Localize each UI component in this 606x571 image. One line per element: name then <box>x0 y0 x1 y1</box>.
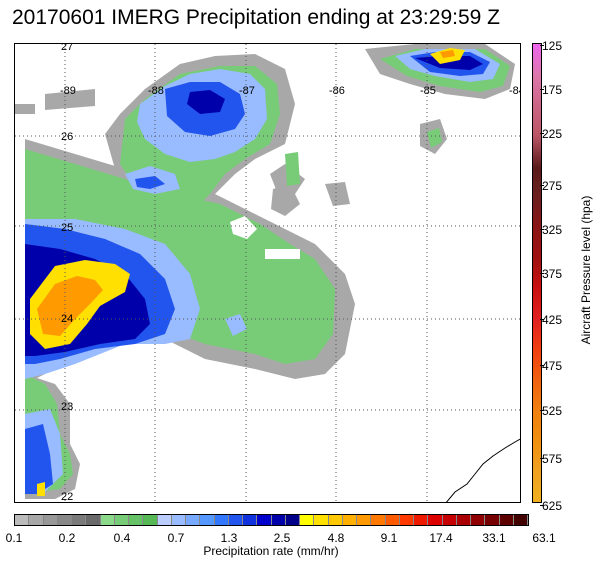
precip-tick: 9.1 <box>380 531 398 545</box>
precip-color-swatch <box>72 515 87 525</box>
precip-color-swatch <box>57 515 72 525</box>
precip-color-swatch <box>15 515 30 525</box>
precip-color-swatch <box>285 515 300 525</box>
precip-color-swatch <box>100 515 115 525</box>
precip-color-swatch <box>357 515 372 525</box>
precip-tick: 0.7 <box>167 531 185 545</box>
precip-color-swatch <box>314 515 329 525</box>
precip-color-swatch <box>414 515 429 525</box>
precip-color-swatch <box>499 515 514 525</box>
precip-color-swatch <box>200 515 215 525</box>
lon-label: -87 <box>239 85 255 97</box>
lat-label: 25 <box>61 222 73 234</box>
longitude-labels: -89 -88 -87 -86 -85 -84 <box>60 85 521 97</box>
precip-color-swatch <box>328 515 343 525</box>
precip-color-swatch <box>385 515 400 525</box>
precip-color-swatch <box>442 515 457 525</box>
precip-color-swatch <box>114 515 129 525</box>
precip-tick: 1.3 <box>220 531 238 545</box>
precip-color-swatch <box>485 515 500 525</box>
precipitation-map: -89 -88 -87 -86 -85 -84 27 26 25 24 23 2… <box>14 43 521 503</box>
precip-color-swatch <box>186 515 201 525</box>
pressure-tick: 275 <box>539 179 563 193</box>
precip-color-swatch <box>86 515 101 525</box>
precip-gaps <box>230 216 300 259</box>
precip-color-swatch <box>300 515 315 525</box>
map-canvas: -89 -88 -87 -86 -85 -84 27 26 25 24 23 2… <box>15 44 521 503</box>
pressure-tick: 325 <box>539 223 563 237</box>
precip-color-swatch <box>171 515 186 525</box>
precip-color-swatch <box>29 515 44 525</box>
lon-label: -88 <box>148 85 164 97</box>
pressure-tick: 575 <box>539 452 563 466</box>
pressure-tick: 375 <box>539 267 563 281</box>
map-title: 20170601 IMERG Precipitation ending at 2… <box>12 6 500 29</box>
precip-color-swatch <box>456 515 471 525</box>
lon-label: -85 <box>420 85 436 97</box>
latitude-labels: 27 26 25 24 23 22 <box>61 44 73 503</box>
lat-label: 23 <box>61 401 73 413</box>
precip-color-swatch <box>271 515 286 525</box>
precip-tick: 0.2 <box>58 531 76 545</box>
precip-color-swatch <box>228 515 243 525</box>
pressure-tick: 225 <box>539 127 563 141</box>
precip-color-swatch <box>428 515 443 525</box>
lat-label: 27 <box>61 44 73 53</box>
precip-color-swatch <box>342 515 357 525</box>
lat-label: 22 <box>61 491 73 503</box>
lon-label: -86 <box>329 85 345 97</box>
precip-color-swatch <box>143 515 158 525</box>
pressure-tick: 525 <box>539 404 563 418</box>
precip-color-swatch <box>257 515 272 525</box>
precip-orange <box>37 50 455 336</box>
precipitation-axis-title: Precipitation rate (mm/hr) <box>203 544 339 558</box>
coastline <box>446 438 520 502</box>
pressure-axis-title: Aircraft Pressure level (hpa) <box>579 195 593 345</box>
precip-color-swatch <box>129 515 144 525</box>
precip-color-swatch <box>243 515 258 525</box>
precip-color-swatch <box>513 515 528 525</box>
lat-label: 24 <box>61 313 73 325</box>
pressure-tick: 125 <box>539 39 563 53</box>
precip-color-swatch <box>43 515 58 525</box>
precip-tick: 0.4 <box>113 531 131 545</box>
graticule <box>15 44 520 502</box>
precip-color-swatch <box>157 515 172 525</box>
pressure-tick: 425 <box>539 313 563 327</box>
precip-tick: 33.1 <box>482 531 506 545</box>
pressure-tick: 625 <box>539 499 563 513</box>
pressure-tick: 475 <box>539 359 563 373</box>
precip-tick: 63.1 <box>532 531 556 545</box>
precip-tick: 17.4 <box>429 531 453 545</box>
precip-tick: 4.8 <box>327 531 345 545</box>
lon-label: -89 <box>60 85 76 97</box>
precip-color-swatch <box>214 515 229 525</box>
precip-color-swatch <box>371 515 386 525</box>
precipitation-colorbar <box>14 514 529 526</box>
precip-color-swatch <box>471 515 486 525</box>
lat-label: 26 <box>61 131 73 143</box>
precip-tick: 2.5 <box>273 531 291 545</box>
pressure-tick: 175 <box>539 83 563 97</box>
precip-tick: 0.1 <box>5 531 23 545</box>
lon-label: -84 <box>509 85 521 97</box>
precip-color-swatch <box>399 515 414 525</box>
